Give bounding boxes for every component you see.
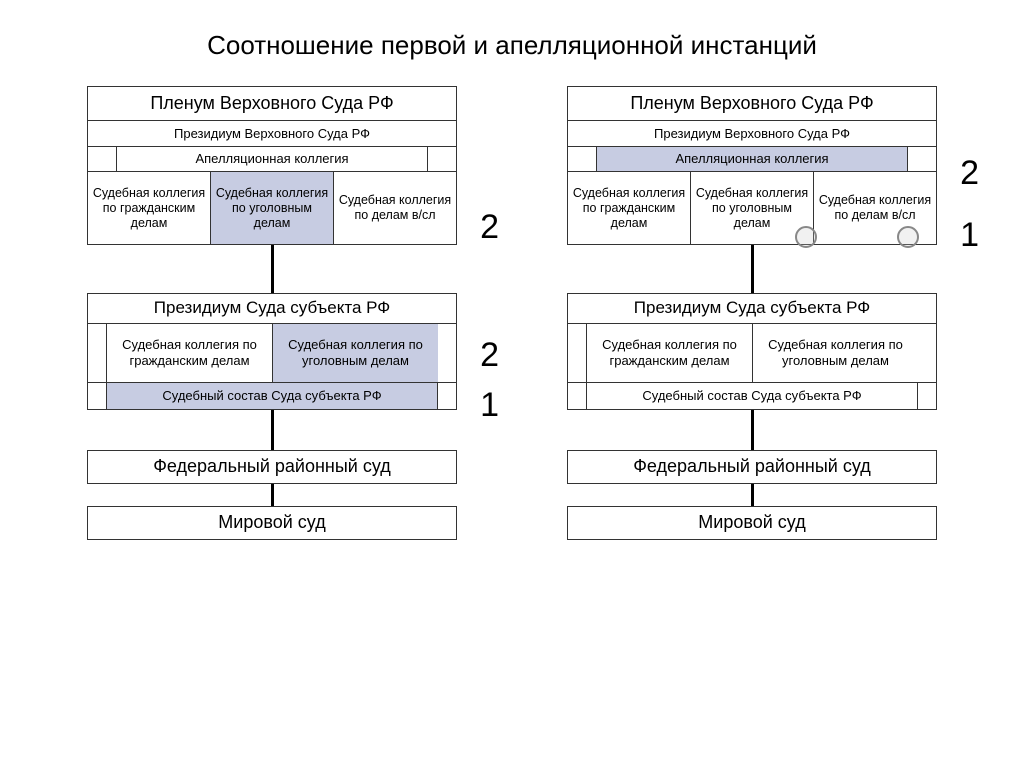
right-subject-group: Президиум Суда субъекта РФ Судебная колл…: [567, 293, 937, 410]
connector: [751, 410, 754, 450]
left-subject-group: Президиум Суда субъекта РФ Судебная колл…: [87, 293, 457, 410]
left-appeal-row: Апелляционная коллегия: [88, 147, 456, 172]
right-dual: Судебная коллегия по гражданским делам С…: [568, 324, 936, 383]
spacer: [438, 383, 456, 409]
connector: [271, 484, 274, 506]
left-presidium-mid: Президиум Суда субъекта РФ: [88, 294, 456, 324]
connector: [751, 484, 754, 506]
right-cell-civil: Судебная коллегия по гражданским делам: [568, 172, 690, 244]
right-mirovoy: Мировой суд: [567, 506, 937, 540]
left-cell-criminal: Судебная коллегия по уголовным делам: [210, 172, 333, 244]
right-column: Пленум Верховного Суда РФ Президиум Верх…: [567, 86, 937, 540]
left-dual-criminal: Судебная коллегия по уголовным делам: [272, 324, 438, 382]
left-column: Пленум Верховного Суда РФ Президиум Верх…: [87, 86, 457, 540]
spacer: [908, 147, 936, 171]
spacer: [88, 383, 106, 409]
connector: [271, 245, 274, 293]
marker-circle: [897, 226, 919, 248]
left-supreme-group: Пленум Верховного Суда РФ Президиум Верх…: [87, 86, 457, 245]
left-sostav: Судебный состав Суда субъекта РФ: [106, 383, 438, 409]
left-num-mid-2: 2: [480, 336, 499, 375]
page-title: Соотношение первой и апелляционной инста…: [0, 0, 1024, 86]
right-appeal: Апелляционная коллегия: [596, 147, 908, 171]
right-sostav-row: Судебный состав Суда субъекта РФ: [568, 383, 936, 409]
left-dual: Судебная коллегия по гражданским делам С…: [88, 324, 456, 383]
right-dual-criminal: Судебная коллегия по уголовным делам: [752, 324, 918, 382]
spacer: [88, 147, 116, 171]
spacer: [88, 324, 106, 382]
right-supreme-group: Пленум Верховного Суда РФ Президиум Верх…: [567, 86, 937, 245]
left-triple: Судебная коллегия по гражданским делам С…: [88, 172, 456, 244]
right-presidium-mid: Президиум Суда субъекта РФ: [568, 294, 936, 324]
right-plenum: Пленум Верховного Суда РФ: [568, 87, 936, 121]
connector: [271, 410, 274, 450]
left-federal: Федеральный районный суд: [87, 450, 457, 484]
left-plenum: Пленум Верховного Суда РФ: [88, 87, 456, 121]
spacer: [438, 324, 456, 382]
left-cell-civil: Судебная коллегия по гражданским делам: [88, 172, 210, 244]
right-sostav: Судебный состав Суда субъекта РФ: [586, 383, 918, 409]
left-num-mid-1: 1: [480, 386, 499, 425]
spacer: [568, 324, 586, 382]
left-presidium-top: Президиум Верховного Суда РФ: [88, 121, 456, 147]
left-appeal: Апелляционная коллегия: [116, 147, 428, 171]
right-num-1: 1: [960, 216, 979, 255]
right-presidium-top: Президиум Верховного Суда РФ: [568, 121, 936, 147]
spacer: [568, 383, 586, 409]
spacer: [568, 147, 596, 171]
left-dual-civil: Судебная коллегия по гражданским делам: [106, 324, 272, 382]
spacer: [918, 324, 936, 382]
left-num-top: 2: [480, 208, 499, 247]
right-num-2: 2: [960, 154, 979, 193]
left-mirovoy: Мировой суд: [87, 506, 457, 540]
right-dual-civil: Судебная коллегия по гражданским делам: [586, 324, 752, 382]
right-appeal-row: Апелляционная коллегия: [568, 147, 936, 172]
right-federal: Федеральный районный суд: [567, 450, 937, 484]
connector: [751, 245, 754, 293]
spacer: [918, 383, 936, 409]
left-cell-military: Судебная коллегия по делам в/сл: [333, 172, 456, 244]
diagram-columns: Пленум Верховного Суда РФ Президиум Верх…: [0, 86, 1024, 540]
right-triple: Судебная коллегия по гражданским делам С…: [568, 172, 936, 244]
spacer: [428, 147, 456, 171]
marker-circle: [795, 226, 817, 248]
left-sostav-row: Судебный состав Суда субъекта РФ: [88, 383, 456, 409]
